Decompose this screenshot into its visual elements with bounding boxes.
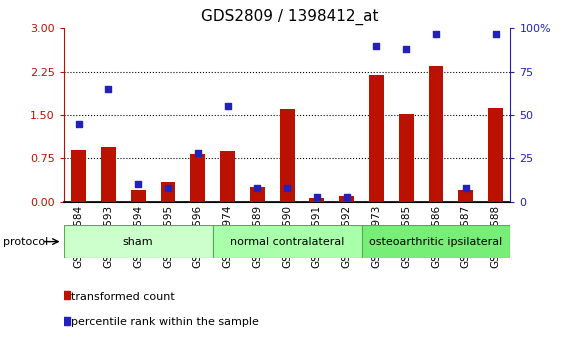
Text: normal contralateral: normal contralateral xyxy=(230,236,345,247)
Bar xyxy=(64,225,213,258)
Text: GDS2809 / 1398412_at: GDS2809 / 1398412_at xyxy=(201,9,379,25)
Point xyxy=(461,185,470,191)
Point xyxy=(223,103,232,109)
Text: transformed count: transformed count xyxy=(64,292,175,302)
Text: sham: sham xyxy=(123,236,154,247)
Bar xyxy=(429,66,443,202)
Bar xyxy=(213,225,361,258)
Point xyxy=(282,185,292,191)
Bar xyxy=(488,108,503,202)
Bar xyxy=(280,109,295,202)
Bar xyxy=(309,198,324,202)
Point xyxy=(372,43,381,48)
Bar xyxy=(369,75,384,202)
Point xyxy=(401,46,411,52)
Point xyxy=(312,194,321,199)
Bar xyxy=(130,190,146,202)
Bar xyxy=(101,147,116,202)
Point xyxy=(342,194,351,199)
Point xyxy=(74,121,84,127)
Bar xyxy=(71,150,86,202)
Bar xyxy=(250,187,264,202)
Bar xyxy=(361,225,510,258)
Bar xyxy=(398,114,414,202)
Point xyxy=(432,31,441,36)
Bar xyxy=(339,196,354,202)
Point xyxy=(193,150,202,156)
Point xyxy=(104,86,113,92)
Bar xyxy=(190,154,205,202)
Point xyxy=(491,31,500,36)
Bar xyxy=(220,151,235,202)
Point xyxy=(133,182,143,187)
Bar xyxy=(458,190,473,202)
Text: percentile rank within the sample: percentile rank within the sample xyxy=(64,317,259,327)
Point xyxy=(253,185,262,191)
Text: protocol: protocol xyxy=(3,236,48,247)
Bar xyxy=(161,182,175,202)
Text: osteoarthritic ipsilateral: osteoarthritic ipsilateral xyxy=(369,236,503,247)
Point xyxy=(164,185,173,191)
